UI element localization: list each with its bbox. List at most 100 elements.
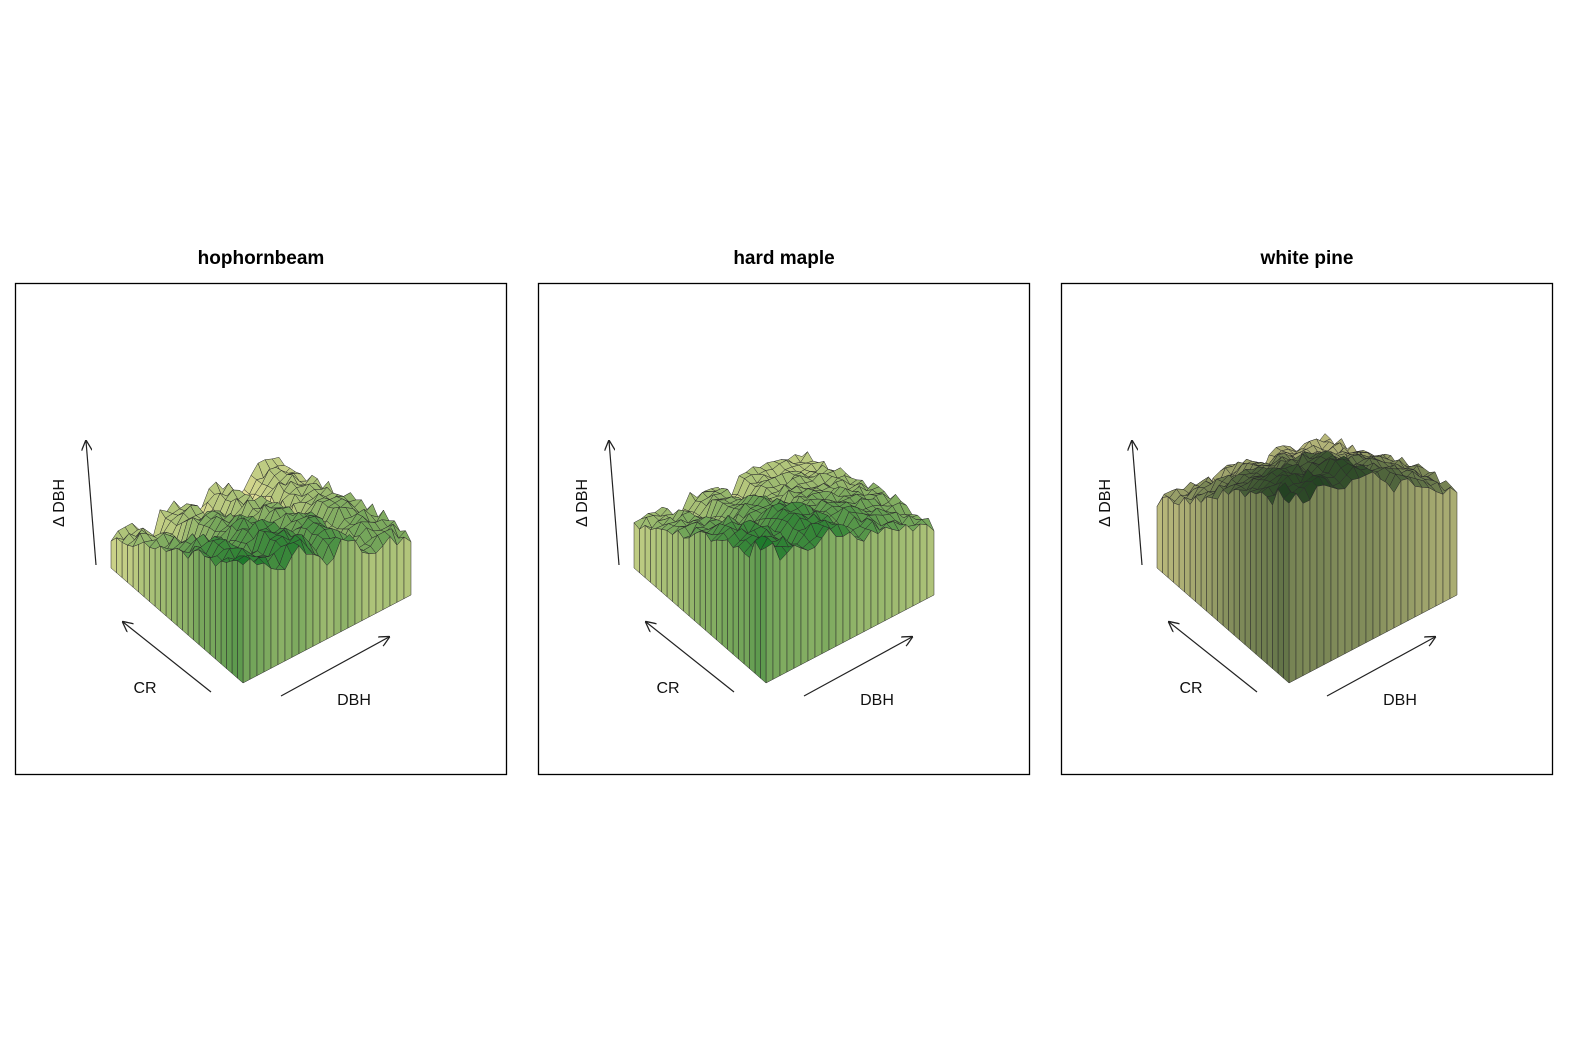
skirt-facet (884, 526, 893, 621)
skirt-facet (1316, 484, 1325, 669)
skirt-facet (688, 533, 695, 621)
skirt-facet (1195, 496, 1202, 607)
plot-frame (1060, 282, 1554, 776)
skirt-facet (1233, 489, 1240, 641)
skirt-facet (870, 530, 879, 629)
skirt-facet (354, 540, 363, 625)
skirt-facet (1386, 482, 1395, 632)
skirt-facet (187, 550, 194, 641)
dbh-axis-label: DBH (860, 692, 894, 709)
skirt-facet (1266, 496, 1273, 669)
skirt-facet (1435, 491, 1444, 607)
skirt-facet (912, 523, 921, 607)
skirt-facet (877, 526, 886, 625)
skirt-facet (1372, 471, 1381, 640)
skirt-facet (1178, 497, 1185, 593)
skirt-facet (779, 552, 788, 676)
skirt-facet (1217, 489, 1224, 626)
skirt-facet (1173, 502, 1180, 588)
skirt-facet (209, 557, 216, 660)
skirt-facet (749, 540, 756, 674)
skirt-facet (1283, 498, 1290, 684)
plot-frame (537, 282, 1031, 776)
z-axis-arrow (609, 441, 620, 566)
skirt-facet (849, 531, 858, 640)
skirt-facet (127, 544, 134, 588)
skirt-facet (772, 542, 781, 680)
skirt-facet (800, 547, 809, 665)
skirt-facet (919, 523, 928, 603)
skirt-facet (754, 540, 761, 679)
skirt-facet (699, 531, 706, 631)
skirt-facet (1244, 491, 1251, 650)
skirt-facet (683, 537, 690, 617)
dbh-axis-label: DBH (337, 692, 371, 709)
dbh-axis-label: DBH (1383, 692, 1417, 709)
skirt-facet (1414, 486, 1423, 618)
skirt-facet (1393, 480, 1402, 629)
skirt-facet (721, 539, 728, 650)
z-axis-label: Δ DBH (51, 479, 68, 527)
skirt-facet (1206, 496, 1213, 617)
z-axis-arrow (1132, 441, 1143, 566)
skirt-facet (375, 545, 384, 614)
surface-skirt (633, 522, 935, 684)
panel-title-2: hard maple (733, 248, 835, 269)
skirt-facet (738, 546, 745, 665)
surface-mesh (1156, 433, 1458, 507)
skirt-facet (403, 536, 412, 599)
skirt-facet (319, 556, 328, 643)
skirt-facet (1250, 491, 1257, 655)
skirt-facet (1288, 493, 1297, 684)
dbh-axis-arrow (803, 637, 912, 697)
skirt-facet (215, 560, 222, 665)
surface-skirt (1156, 471, 1458, 684)
skirt-facet (231, 560, 238, 679)
skirt-facet (1261, 491, 1268, 665)
skirt-facet (176, 548, 183, 631)
skirt-facet (743, 552, 750, 669)
z-axis-arrow (86, 441, 97, 566)
skirt-facet (786, 544, 795, 673)
skirt-facet (193, 549, 200, 645)
skirt-facet (1337, 488, 1346, 658)
skirt-facet (644, 525, 651, 583)
skirt-facet (220, 560, 227, 669)
skirt-facet (716, 539, 723, 645)
cr-axis-label: CR (1179, 680, 1202, 697)
cr-axis-label: CR (656, 680, 679, 697)
skirt-facet (1295, 493, 1304, 680)
skirt-facet (1379, 478, 1388, 636)
skirt-facet (639, 525, 646, 578)
skirt-facet (1184, 497, 1191, 597)
surface-plot-2: Δ DBH CR DBH (537, 282, 1031, 776)
skirt-facet (389, 536, 398, 607)
skirt-facet (760, 547, 767, 684)
skirt-facet (807, 547, 816, 662)
skirt-facet (727, 539, 734, 655)
dbh-axis-arrow (1326, 637, 1435, 697)
skirt-facet (1421, 487, 1430, 614)
surface-plot-1: Δ DBH CR DBH (14, 282, 508, 776)
skirt-facet (856, 538, 865, 636)
skirt-facet (821, 527, 830, 654)
skirt-facet (270, 568, 279, 669)
surface-skirt (110, 536, 412, 684)
skirt-facet (121, 542, 128, 583)
skirt-facet (1442, 487, 1451, 603)
skirt-facet (347, 540, 356, 629)
plot-frame (14, 282, 508, 776)
skirt-facet (340, 538, 349, 632)
skirt-facet (1323, 484, 1332, 665)
cr-axis-label: CR (133, 680, 156, 697)
skirt-facet (204, 556, 211, 655)
skirt-facet (171, 548, 178, 626)
skirt-facet (666, 530, 673, 602)
skirt-facet (263, 562, 272, 673)
skirt-facet (898, 524, 907, 614)
skirt-facet (793, 544, 802, 669)
skirt-facet (160, 545, 167, 617)
skirt-facet (677, 530, 684, 612)
z-axis-label: Δ DBH (574, 479, 591, 527)
skirt-facet (149, 547, 156, 607)
